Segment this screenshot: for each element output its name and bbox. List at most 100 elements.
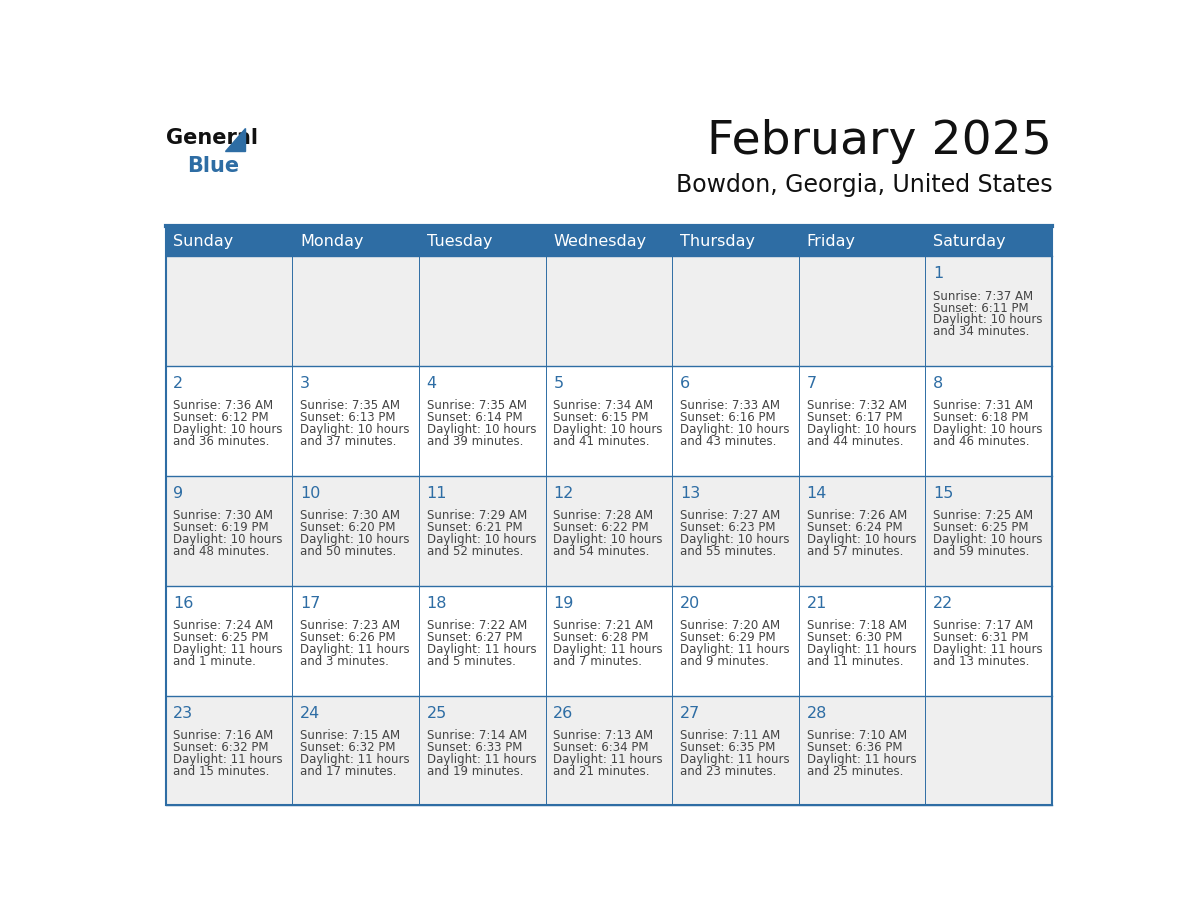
Bar bbox=[292, 586, 419, 696]
Text: Friday: Friday bbox=[807, 233, 855, 249]
Bar bbox=[545, 476, 672, 586]
Text: and 9 minutes.: and 9 minutes. bbox=[680, 655, 769, 667]
Text: Sunset: 6:18 PM: Sunset: 6:18 PM bbox=[934, 411, 1029, 424]
Text: Sunset: 6:33 PM: Sunset: 6:33 PM bbox=[426, 741, 522, 754]
Text: Daylight: 11 hours: Daylight: 11 hours bbox=[807, 753, 916, 766]
Text: Sunset: 6:31 PM: Sunset: 6:31 PM bbox=[934, 631, 1029, 644]
Text: and 52 minutes.: and 52 minutes. bbox=[426, 545, 523, 558]
Bar bbox=[798, 586, 925, 696]
Text: Daylight: 10 hours: Daylight: 10 hours bbox=[934, 313, 1043, 327]
Text: Sunset: 6:35 PM: Sunset: 6:35 PM bbox=[680, 741, 776, 754]
Text: Daylight: 11 hours: Daylight: 11 hours bbox=[807, 643, 916, 655]
Text: Sunrise: 7:14 AM: Sunrise: 7:14 AM bbox=[426, 729, 526, 742]
Bar bbox=[419, 476, 545, 586]
Text: 24: 24 bbox=[299, 706, 321, 721]
Text: and 5 minutes.: and 5 minutes. bbox=[426, 655, 516, 667]
Bar bbox=[672, 256, 798, 366]
Text: Daylight: 11 hours: Daylight: 11 hours bbox=[680, 643, 790, 655]
Bar bbox=[292, 476, 419, 586]
Text: Sunrise: 7:31 AM: Sunrise: 7:31 AM bbox=[934, 399, 1034, 412]
Text: and 37 minutes.: and 37 minutes. bbox=[299, 435, 397, 448]
Bar bbox=[798, 366, 925, 476]
Bar bbox=[925, 366, 1053, 476]
Bar bbox=[798, 476, 925, 586]
Text: Daylight: 10 hours: Daylight: 10 hours bbox=[299, 533, 410, 546]
Text: 23: 23 bbox=[173, 706, 194, 721]
Bar bbox=[165, 586, 292, 696]
Text: Sunset: 6:14 PM: Sunset: 6:14 PM bbox=[426, 411, 523, 424]
Text: Sunrise: 7:34 AM: Sunrise: 7:34 AM bbox=[554, 399, 653, 412]
Text: 2: 2 bbox=[173, 376, 183, 391]
Bar bbox=[545, 256, 672, 366]
Bar bbox=[545, 696, 672, 805]
Bar bbox=[292, 366, 419, 476]
Text: and 43 minutes.: and 43 minutes. bbox=[680, 435, 776, 448]
Text: Daylight: 11 hours: Daylight: 11 hours bbox=[554, 753, 663, 766]
Text: 17: 17 bbox=[299, 596, 321, 610]
Text: 10: 10 bbox=[299, 486, 321, 501]
Bar bbox=[292, 696, 419, 805]
Text: Sunset: 6:17 PM: Sunset: 6:17 PM bbox=[807, 411, 902, 424]
Text: Sunset: 6:32 PM: Sunset: 6:32 PM bbox=[299, 741, 396, 754]
Text: Daylight: 10 hours: Daylight: 10 hours bbox=[680, 423, 790, 436]
Text: General: General bbox=[165, 128, 258, 148]
Text: Sunset: 6:36 PM: Sunset: 6:36 PM bbox=[807, 741, 902, 754]
Text: Sunrise: 7:22 AM: Sunrise: 7:22 AM bbox=[426, 619, 526, 632]
Text: Daylight: 10 hours: Daylight: 10 hours bbox=[426, 533, 536, 546]
Text: Sunday: Sunday bbox=[173, 233, 234, 249]
Text: Sunrise: 7:20 AM: Sunrise: 7:20 AM bbox=[680, 619, 781, 632]
Text: Sunrise: 7:28 AM: Sunrise: 7:28 AM bbox=[554, 509, 653, 522]
Text: Sunset: 6:11 PM: Sunset: 6:11 PM bbox=[934, 301, 1029, 315]
Text: and 44 minutes.: and 44 minutes. bbox=[807, 435, 903, 448]
Text: Sunrise: 7:36 AM: Sunrise: 7:36 AM bbox=[173, 399, 273, 412]
Bar bbox=[165, 476, 292, 586]
Text: Daylight: 11 hours: Daylight: 11 hours bbox=[426, 753, 536, 766]
Text: 18: 18 bbox=[426, 596, 447, 610]
Text: and 13 minutes.: and 13 minutes. bbox=[934, 655, 1030, 667]
Text: Monday: Monday bbox=[299, 233, 364, 249]
Text: Sunset: 6:26 PM: Sunset: 6:26 PM bbox=[299, 631, 396, 644]
Text: and 11 minutes.: and 11 minutes. bbox=[807, 655, 903, 667]
Text: Sunrise: 7:29 AM: Sunrise: 7:29 AM bbox=[426, 509, 526, 522]
Text: 8: 8 bbox=[934, 376, 943, 391]
Text: and 23 minutes.: and 23 minutes. bbox=[680, 765, 776, 778]
Text: Sunrise: 7:23 AM: Sunrise: 7:23 AM bbox=[299, 619, 400, 632]
Bar bbox=[165, 226, 1053, 256]
Text: and 25 minutes.: and 25 minutes. bbox=[807, 765, 903, 778]
Text: Daylight: 10 hours: Daylight: 10 hours bbox=[173, 533, 283, 546]
Text: Sunrise: 7:26 AM: Sunrise: 7:26 AM bbox=[807, 509, 906, 522]
Text: and 3 minutes.: and 3 minutes. bbox=[299, 655, 388, 667]
Text: Bowdon, Georgia, United States: Bowdon, Georgia, United States bbox=[676, 174, 1053, 197]
Text: Sunset: 6:21 PM: Sunset: 6:21 PM bbox=[426, 521, 523, 534]
Text: Sunrise: 7:30 AM: Sunrise: 7:30 AM bbox=[173, 509, 273, 522]
Text: 25: 25 bbox=[426, 706, 447, 721]
Text: Sunset: 6:28 PM: Sunset: 6:28 PM bbox=[554, 631, 649, 644]
Text: Sunrise: 7:27 AM: Sunrise: 7:27 AM bbox=[680, 509, 781, 522]
Text: 14: 14 bbox=[807, 486, 827, 501]
Text: Blue: Blue bbox=[188, 156, 239, 176]
Text: and 48 minutes.: and 48 minutes. bbox=[173, 545, 270, 558]
Text: and 19 minutes.: and 19 minutes. bbox=[426, 765, 523, 778]
Text: 1: 1 bbox=[934, 266, 943, 282]
Bar bbox=[419, 256, 545, 366]
Text: 22: 22 bbox=[934, 596, 954, 610]
Bar bbox=[672, 586, 798, 696]
Polygon shape bbox=[226, 128, 245, 151]
Text: Sunrise: 7:33 AM: Sunrise: 7:33 AM bbox=[680, 399, 781, 412]
Text: Wednesday: Wednesday bbox=[554, 233, 646, 249]
Text: Sunrise: 7:10 AM: Sunrise: 7:10 AM bbox=[807, 729, 906, 742]
Text: 4: 4 bbox=[426, 376, 437, 391]
Text: Sunrise: 7:16 AM: Sunrise: 7:16 AM bbox=[173, 729, 273, 742]
Text: Sunset: 6:25 PM: Sunset: 6:25 PM bbox=[173, 631, 268, 644]
Text: Sunrise: 7:13 AM: Sunrise: 7:13 AM bbox=[554, 729, 653, 742]
Text: 20: 20 bbox=[680, 596, 700, 610]
Text: Daylight: 10 hours: Daylight: 10 hours bbox=[934, 423, 1043, 436]
Text: Sunset: 6:24 PM: Sunset: 6:24 PM bbox=[807, 521, 902, 534]
Text: Daylight: 11 hours: Daylight: 11 hours bbox=[680, 753, 790, 766]
Text: and 17 minutes.: and 17 minutes. bbox=[299, 765, 397, 778]
Text: Sunrise: 7:35 AM: Sunrise: 7:35 AM bbox=[299, 399, 400, 412]
Text: Daylight: 11 hours: Daylight: 11 hours bbox=[299, 643, 410, 655]
Text: Sunrise: 7:25 AM: Sunrise: 7:25 AM bbox=[934, 509, 1034, 522]
Bar bbox=[165, 696, 292, 805]
Bar bbox=[165, 226, 1053, 805]
